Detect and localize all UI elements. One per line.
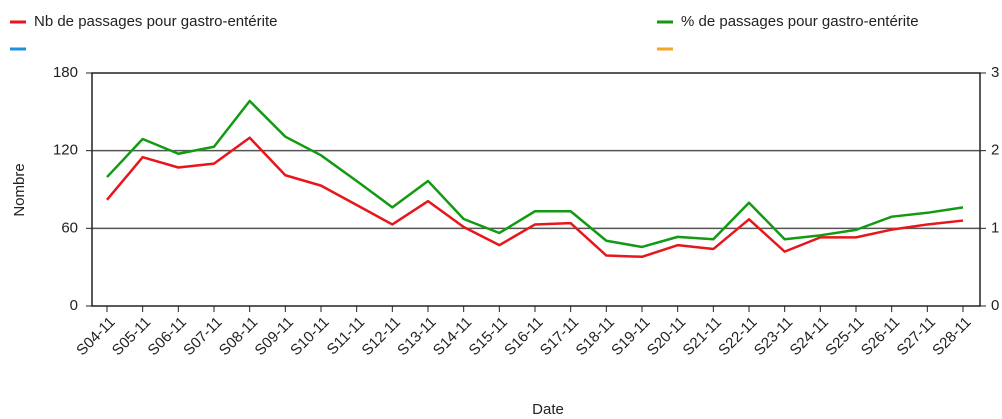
y2-tick-label: 3: [991, 64, 999, 81]
y-tick-label: 60: [61, 219, 78, 236]
x-tick-label: S05-11: [109, 314, 154, 359]
y-tick-label: 120: [53, 142, 78, 159]
x-tick-label: S12-11: [359, 314, 404, 359]
x-tick-label: S24-11: [787, 314, 832, 359]
x-tick-label: S14-11: [430, 314, 475, 359]
x-axis-label: Date: [532, 401, 564, 418]
y-axis-label: Nombre: [11, 163, 28, 216]
x-tick-label: S25-11: [822, 314, 867, 359]
x-tick-label: S06-11: [145, 314, 190, 359]
x-tick-label: S19-11: [608, 314, 653, 359]
x-tick-label: S27-11: [894, 314, 939, 359]
x-tick-label: S10-11: [287, 314, 332, 359]
x-tick-label: S23-11: [751, 314, 796, 359]
plot-frame: [91, 72, 981, 307]
x-tick-label: S26-11: [858, 314, 903, 359]
x-tick-label: S15-11: [466, 314, 511, 359]
x-tick-label: S08-11: [216, 314, 261, 359]
y2-tick-label: 0: [991, 297, 999, 314]
x-tick-label: S04-11: [73, 314, 118, 359]
y-tick-label: 180: [53, 64, 78, 81]
series-line: [106, 136, 964, 259]
series-line: [106, 99, 964, 249]
legend-label: Nb de passages pour gastro-entérite: [34, 13, 277, 30]
y2-tick-label: 1: [991, 219, 999, 236]
x-tick-label: S13-11: [394, 314, 439, 359]
x-tick-label: S16-11: [501, 314, 546, 359]
x-tick-label: S28-11: [929, 314, 974, 359]
x-tick-label: S20-11: [644, 314, 689, 359]
legend-label: % de passages pour gastro-entérite: [681, 13, 919, 30]
x-tick-label: S09-11: [252, 314, 297, 359]
x-tick-label: S21-11: [680, 314, 725, 359]
x-tick-label: S07-11: [180, 314, 225, 359]
y-tick-label: 0: [70, 297, 78, 314]
x-tick-label: S18-11: [573, 314, 618, 359]
x-tick-label: S22-11: [715, 314, 760, 359]
x-tick-label: S17-11: [537, 314, 582, 359]
x-tick-label: S11-11: [324, 314, 369, 359]
y2-tick-label: 2: [991, 142, 999, 159]
